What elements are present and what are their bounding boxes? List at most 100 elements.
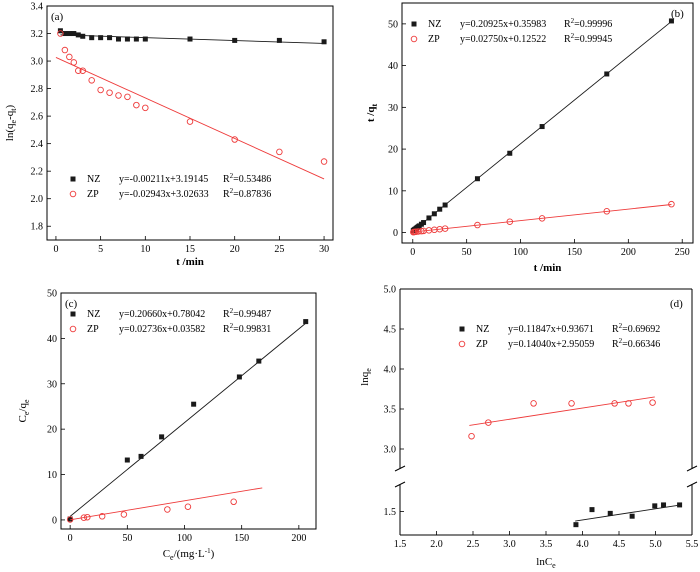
- y-axis-label: t /qt: [365, 104, 379, 123]
- xlabel-main: C: [163, 548, 170, 560]
- data-point-nz: [604, 71, 610, 77]
- legend-equation-zp: y=0.02750x+0.12522: [460, 34, 546, 45]
- data-point-nz: [668, 18, 674, 24]
- data-point-zp: [603, 208, 611, 215]
- panel-b: 0 50 100 150 200 250 0 10 20 30 40 50 (b) NZ y=0.20925…: [365, 2, 694, 274]
- y-tick-label: 20: [388, 145, 398, 156]
- x-tick-label: 100: [513, 247, 528, 258]
- data-point-nz: [191, 401, 197, 407]
- data-point-nz: [187, 36, 193, 42]
- fit-line-nz: [69, 322, 306, 517]
- legend-marker-nz: [459, 326, 465, 332]
- data-point-zp: [625, 400, 632, 407]
- data-point-zp: [568, 400, 575, 407]
- y-tick-label: 30: [388, 103, 398, 114]
- r2-value: =0.99945: [574, 34, 612, 45]
- legend-r2-nz: R2=0.69692: [612, 322, 660, 335]
- data-point-zp: [474, 221, 481, 229]
- data-point-zp: [66, 516, 74, 523]
- data-point-nz: [75, 32, 81, 38]
- r2-superscript: 2: [619, 337, 623, 345]
- legend-equation-nz: y=-0.00211x+3.19145: [119, 174, 208, 185]
- r2-label: R: [223, 189, 230, 200]
- x-tick-label: 3.5: [540, 539, 553, 550]
- r2-superscript: 2: [230, 187, 234, 195]
- data-point-nz: [661, 502, 667, 508]
- data-point-zp: [231, 136, 238, 143]
- data-point-zp: [57, 30, 64, 37]
- data-point-nz: [62, 31, 68, 37]
- y-tick-label: 10: [47, 470, 57, 481]
- legend-name-nz: NZ: [428, 19, 441, 30]
- y-tick-label: 0: [52, 515, 57, 526]
- data-point-zp: [133, 101, 140, 109]
- x-tick-label: 150: [234, 533, 249, 544]
- y-tick-label: 30: [47, 379, 57, 390]
- data-point-zp: [70, 59, 78, 66]
- y-tick-label: 10: [388, 186, 398, 197]
- legend-name-nz: NZ: [476, 324, 489, 335]
- ylabel-mid: -q: [4, 110, 16, 120]
- data-point-zp: [418, 227, 425, 235]
- x-tick-label: 0: [53, 244, 58, 255]
- r2-superscript: 2: [230, 172, 234, 180]
- data-point-nz: [98, 35, 104, 41]
- data-point-nz: [133, 36, 139, 42]
- data-point-nz: [437, 206, 443, 212]
- r2-superscript: 2: [619, 322, 623, 330]
- panel-label: (d): [670, 298, 683, 310]
- plot-frame: [401, 2, 694, 244]
- y-tick-label: 2.0: [31, 194, 44, 205]
- legend-marker-zp: [410, 35, 418, 43]
- y-tick-label: 1.8: [31, 222, 44, 233]
- r2-superscript: 2: [230, 307, 234, 315]
- data-point-nz: [607, 510, 613, 516]
- xlabel-sub: e: [552, 561, 556, 570]
- y-tick-label: 50: [47, 289, 57, 300]
- r2-superscript: 2: [571, 32, 575, 40]
- axis-break-mark: [394, 481, 406, 488]
- plot-frame: [60, 292, 317, 530]
- data-point-nz: [124, 36, 130, 42]
- data-point-zp: [530, 400, 537, 407]
- data-point-nz: [138, 453, 144, 459]
- legend-equation-zp: y=0.14040x+2.95059: [508, 339, 594, 350]
- y-tick-label: 2.6: [31, 112, 44, 123]
- fit-line-zp: [55, 57, 325, 180]
- fit-line-zp: [412, 204, 672, 233]
- panel-label: (a): [51, 11, 64, 23]
- data-point-nz: [321, 39, 327, 45]
- data-point-nz: [303, 319, 309, 325]
- x-tick-label: 150: [567, 247, 582, 258]
- data-point-zp: [120, 511, 128, 518]
- y-tick-label: 40: [47, 334, 57, 345]
- ylabel-sub: t: [9, 108, 18, 111]
- xlabel-unit: /(mg·L: [174, 548, 205, 560]
- y-axis-label: lnqe: [359, 368, 373, 386]
- x-tick-label: 1.5: [394, 539, 407, 550]
- fit-line-nz: [575, 504, 678, 522]
- y-tick-label: 3.5: [384, 405, 397, 416]
- legend-r2-nz: R2=0.99996: [564, 17, 612, 30]
- y-tick-label: 2.4: [31, 139, 44, 150]
- y-tick-label: 20: [47, 425, 57, 436]
- x-tick-label: 50: [122, 533, 132, 544]
- data-point-zp: [184, 503, 192, 511]
- x-tick-label: 0: [410, 247, 415, 258]
- x-tick-label: 200: [291, 533, 306, 544]
- data-point-zp: [88, 77, 95, 84]
- data-point-nz: [236, 374, 242, 380]
- x-tick-label: 5.0: [649, 539, 662, 550]
- ylabel-main: lnq: [359, 371, 371, 386]
- panel-c: 0 50 100 150 200 0 10 20 30 40 50 (c) NZ y=0.20660x+0…: [17, 289, 317, 562]
- legend-marker-zp: [458, 340, 466, 348]
- x-axis-label: lnCe: [536, 556, 556, 570]
- data-point-nz: [142, 36, 148, 42]
- data-point-zp: [98, 513, 106, 520]
- xlabel-main: lnC: [536, 556, 552, 568]
- r2-label: R: [223, 309, 230, 320]
- legend-marker-nz: [411, 21, 417, 27]
- legend-name-nz: NZ: [87, 309, 100, 320]
- legend-r2-nz: R2=0.53486: [223, 172, 271, 185]
- y-tick-label: 50: [388, 19, 398, 30]
